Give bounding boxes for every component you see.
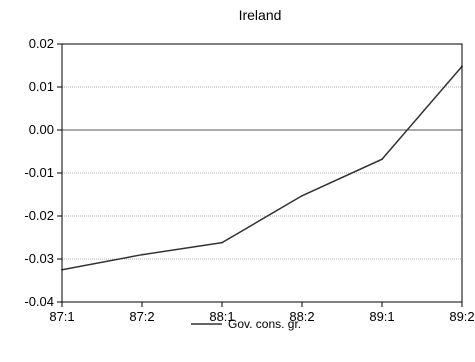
- data-point: [301, 194, 303, 197]
- data-point: [141, 253, 143, 256]
- x-tick-label: 88:2: [289, 309, 314, 324]
- data-point: [221, 241, 223, 244]
- y-tick-label: -0.02: [24, 208, 54, 223]
- y-tick-label: -0.01: [24, 165, 54, 180]
- y-tick-label: 0.02: [29, 36, 54, 51]
- series-line-gov-cons-gr: [61, 65, 463, 271]
- plot-frame: [61, 43, 463, 303]
- chart-title: Ireland: [239, 7, 282, 23]
- y-axis-ticks: 0.02 0.01 0.00 -0.01 -0.02 -0.03 -0.04: [24, 36, 62, 309]
- x-axis-ticks: 87:1 87:2 88:1 88:2 89:1 89:2: [49, 302, 475, 324]
- y-tick-label: -0.04: [24, 294, 54, 309]
- x-tick-label: 87:1: [49, 309, 74, 324]
- grid-lines: [62, 86, 462, 260]
- y-tick-label: 0.01: [29, 79, 54, 94]
- legend: Gov. cons. gr.: [191, 317, 301, 331]
- series-layer: [61, 65, 463, 271]
- x-tick-label: 88:1: [209, 309, 234, 324]
- legend-label-gov-cons-gr: Gov. cons. gr.: [228, 317, 301, 331]
- y-tick-label: 0.00: [29, 122, 54, 137]
- y-tick-label: -0.03: [24, 251, 54, 266]
- x-tick-label: 89:2: [449, 309, 474, 324]
- x-tick-label: 89:1: [369, 309, 394, 324]
- x-tick-label: 87:2: [129, 309, 154, 324]
- data-point: [381, 158, 383, 161]
